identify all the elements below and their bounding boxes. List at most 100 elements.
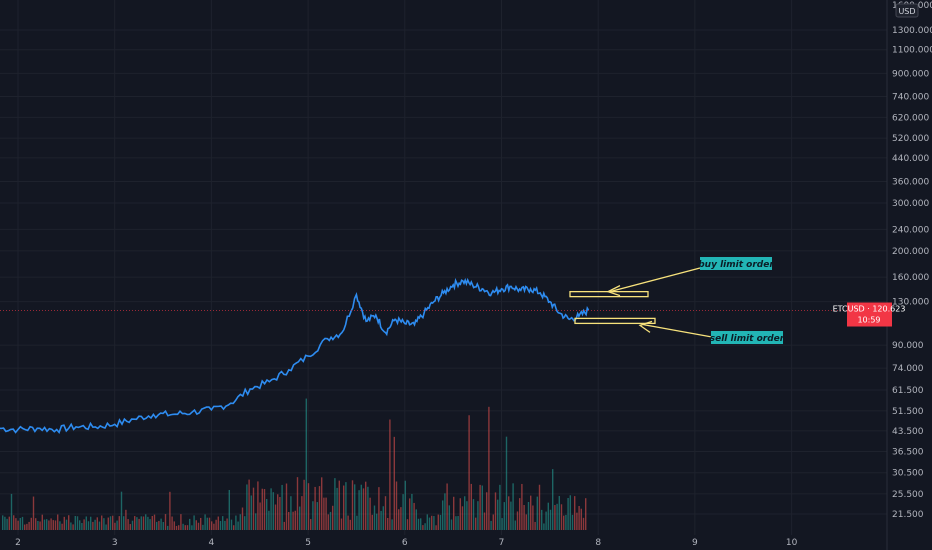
current-price-tag-bg	[847, 302, 892, 327]
volume-bar	[514, 520, 516, 530]
volume-bar	[184, 525, 186, 530]
volume-bar	[215, 519, 217, 530]
volume-bar	[389, 419, 391, 530]
price-tick-label: 900.000	[892, 69, 929, 79]
price-series	[0, 277, 590, 434]
volume-bar	[92, 521, 94, 530]
volume-bar	[162, 522, 164, 530]
current-price-label: ETCUSD · 120.623	[833, 305, 906, 314]
volume-bar	[545, 511, 547, 530]
volume-bar	[310, 519, 312, 530]
volume-bar	[208, 517, 211, 530]
volume-bar	[37, 520, 39, 530]
time-tick-label: 6	[402, 538, 408, 548]
volume-bar	[552, 469, 554, 530]
volume-bar	[244, 516, 246, 530]
volume-bar	[24, 524, 26, 530]
volume-bar	[261, 488, 263, 530]
volume-bar	[233, 525, 235, 530]
volume-bar	[250, 495, 252, 530]
sell-label-bg	[711, 331, 783, 344]
volume-bar	[415, 509, 417, 530]
volume-bar	[424, 523, 426, 530]
volume-bar	[237, 521, 239, 530]
volume-bar	[362, 488, 365, 530]
annotations[interactable]: buy limit order sell limit order	[569, 257, 785, 344]
volume-bar	[497, 499, 499, 530]
volume-bar	[541, 509, 543, 530]
volume-bar	[74, 515, 76, 530]
volume-bar	[508, 496, 510, 530]
volume-bar	[204, 514, 206, 530]
volume-bar	[565, 514, 567, 530]
volume-bar	[101, 515, 103, 530]
volume-bar	[120, 491, 123, 530]
volume-bar	[149, 519, 151, 530]
volume-bar	[437, 514, 439, 530]
volume-bar	[57, 514, 59, 530]
volume-bar	[39, 521, 41, 530]
volume-bar	[393, 436, 395, 530]
volume-bar	[35, 518, 37, 530]
volume-bar	[81, 522, 83, 530]
volume-bar	[167, 525, 169, 530]
volume-bar	[6, 518, 8, 530]
volume-bar	[138, 518, 140, 530]
volume-bar	[224, 520, 226, 530]
volume-bar	[191, 525, 193, 530]
volume-bar	[538, 484, 541, 530]
volume-bar	[563, 515, 565, 530]
price-tick-label: 360.000	[892, 178, 929, 188]
sell-limit-box[interactable]	[574, 317, 656, 325]
volume-bar	[50, 518, 52, 530]
volume-bar	[560, 504, 563, 530]
volume-bar	[499, 484, 501, 530]
volume-bar	[193, 515, 195, 530]
currency-label: USD	[898, 7, 915, 16]
price-tick-label: 1300.000	[892, 26, 932, 36]
volume-bar	[433, 516, 435, 530]
volume-bar	[376, 513, 378, 530]
volume-bar	[2, 515, 4, 530]
volume-bar	[367, 486, 369, 530]
price-axis[interactable]	[887, 0, 932, 550]
volume-bar	[494, 492, 497, 530]
volume-bar	[59, 521, 61, 530]
volume-bar	[413, 502, 415, 530]
volume-bar	[129, 524, 131, 530]
price-tick-label: 74.000	[892, 364, 924, 374]
volume-bar	[288, 511, 290, 530]
volume-bar	[349, 519, 351, 530]
volume-bar	[329, 511, 332, 530]
volume-bar	[200, 517, 202, 530]
volume-bar	[486, 492, 488, 530]
volume-bar	[536, 496, 538, 530]
volume-bar	[402, 494, 404, 530]
volume-bar	[510, 501, 512, 530]
volume-bar	[272, 492, 274, 530]
volume-bar	[180, 514, 182, 530]
volume-bar	[534, 521, 536, 530]
volume-bar	[211, 521, 213, 530]
volume-bar	[501, 518, 503, 530]
volume-bar	[343, 485, 345, 530]
volume-bar	[118, 516, 120, 530]
volume-bar	[85, 516, 87, 530]
volume-bar	[307, 483, 310, 530]
time-tick-label: 7	[499, 538, 505, 548]
price-tick-label: 300.000	[892, 199, 929, 209]
volume-bar	[409, 498, 411, 530]
volume-bar	[41, 514, 43, 530]
price-tick-label: 61.500	[892, 386, 924, 396]
volume-bar	[186, 525, 189, 530]
price-tick-label: 240.000	[892, 225, 929, 235]
volume-bar	[145, 514, 147, 530]
volume-bar	[404, 480, 406, 530]
volume-bar	[444, 493, 446, 530]
volume-bar	[230, 519, 233, 530]
volume-bar	[422, 525, 424, 530]
volume-bar	[127, 519, 129, 530]
price-tick-label: 36.500	[892, 448, 924, 458]
